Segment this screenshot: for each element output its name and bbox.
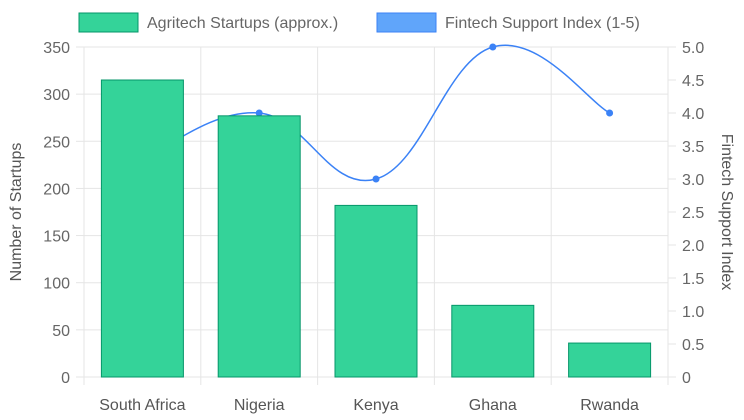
bar-agritech-startups (100, 79, 184, 378)
y-tick-label-right: 5.0 (682, 40, 704, 57)
y-tick-label-right: 3.5 (682, 139, 704, 156)
bar-agritech-startups (217, 115, 301, 378)
x-tick-label: Nigeria (234, 397, 285, 414)
legend-swatch-fintech (376, 12, 437, 33)
bar-series (100, 79, 652, 378)
point-fintech-support-index (255, 109, 263, 117)
y-tick-label-left: 200 (43, 181, 70, 198)
x-tick-label: South Africa (99, 397, 185, 414)
y-tick-label-right: 3.0 (682, 172, 704, 189)
y-tick-label-right: 1.5 (682, 271, 704, 288)
y-tick-label-right: 4.0 (682, 106, 704, 123)
bar-agritech-startups (451, 304, 535, 378)
axes: 0 50 100 150 200 250 300 350 0 0.5 1.0 1.5 2.0 2.5 3.0… (8, 40, 735, 414)
x-tick-label: Rwanda (580, 397, 639, 414)
legend-swatch-agritech (78, 12, 139, 33)
y-axis-title-right: Fintech Support Index (718, 134, 735, 291)
y-tick-label-left: 150 (43, 229, 70, 246)
y-tick-label-left: 0 (61, 370, 70, 387)
y-axis-title-left: Number of Startups (8, 143, 25, 282)
point-fintech-support-index (606, 109, 614, 117)
x-tick-label: Kenya (353, 397, 398, 414)
y-tick-label-left: 50 (52, 323, 70, 340)
y-tick-label-left: 250 (43, 134, 70, 151)
y-tick-label-left: 350 (43, 40, 70, 57)
point-fintech-support-index (489, 43, 497, 51)
point-fintech-support-index (372, 175, 380, 183)
line-series (138, 43, 614, 183)
legend-label-fintech: Fintech Support Index (1-5) (445, 15, 640, 32)
y-tick-label-right: 0 (682, 370, 691, 387)
y-tick-label-right: 4.5 (682, 73, 704, 90)
x-tick-label: Ghana (469, 397, 517, 414)
y-tick-label-left: 300 (43, 87, 70, 104)
y-tick-label-right: 1.0 (682, 304, 704, 321)
bar-agritech-startups (334, 204, 418, 378)
y-tick-label-right: 2.5 (682, 205, 704, 222)
legend: Agritech Startups (approx.) Fintech Suppo… (78, 12, 640, 33)
y-tick-label-right: 2.0 (682, 238, 704, 255)
line-fintech-support-index (142, 44, 610, 182)
y-tick-label-left: 100 (43, 276, 70, 293)
y-tick-label-right: 0.5 (682, 337, 704, 354)
bar-agritech-startups (568, 342, 652, 378)
legend-label-agritech: Agritech Startups (approx.) (147, 15, 338, 32)
